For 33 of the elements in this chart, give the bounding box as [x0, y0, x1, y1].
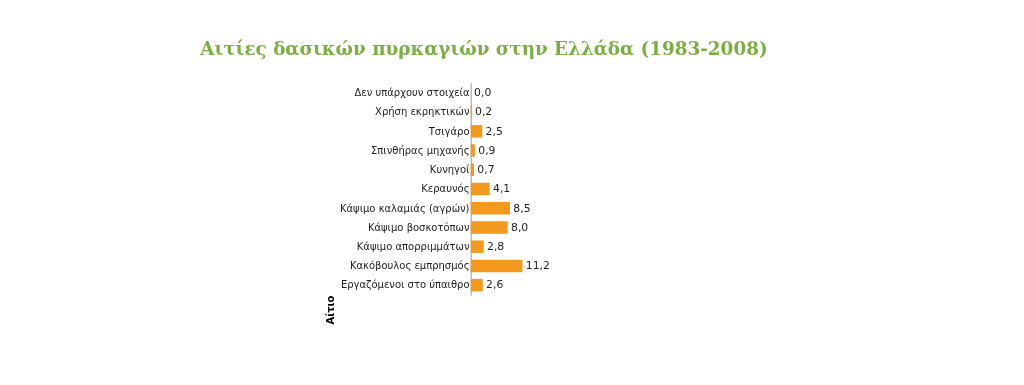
- data-label: 2,6: [486, 278, 504, 292]
- y-tick-label: Σπινθήρας μηχανής: [371, 144, 470, 156]
- bar: [470, 182, 490, 196]
- y-axis-title: Αίτιο: [324, 295, 336, 325]
- data-label: 8,0: [510, 220, 529, 234]
- y-tick-label: Τσιγάρο: [427, 125, 470, 137]
- y-tick-label: Κεραυνός: [421, 183, 470, 195]
- data-label: 0,2: [475, 105, 493, 119]
- y-tick-label: Δεν υπάρχουν στοιχεία: [354, 87, 470, 99]
- chart-title: Αιτίες δασικών πυρκαγιών στην Ελλάδα (1983-2008): [199, 38, 768, 60]
- y-tick-label: Κάψιμο καλαμιάς (αγρών): [339, 202, 470, 214]
- bar: [470, 163, 474, 177]
- bar: [470, 144, 475, 157]
- data-label: 2,8: [487, 240, 505, 254]
- y-tick-label: Χρήση εκρηκτικών: [375, 106, 470, 118]
- data-label: 2,5: [485, 124, 503, 138]
- y-tick-label: Κάψιμο απορριμμάτων: [356, 241, 470, 253]
- y-tick-label: Κάψιμο βοσκοτόπων: [367, 221, 470, 233]
- data-label: 8,5: [513, 201, 531, 215]
- data-label: 0,9: [478, 143, 496, 157]
- y-tick-label: Κυνηγοί: [429, 164, 471, 176]
- data-label: 4,1: [493, 182, 511, 196]
- bar: [470, 278, 483, 292]
- bar: [470, 201, 510, 215]
- bar: [470, 125, 483, 138]
- y-tick-label: Κακόβουλος εμπρησμός: [349, 260, 470, 272]
- data-label: 0,0: [474, 86, 492, 100]
- bar: [470, 259, 523, 273]
- bar: [470, 221, 508, 234]
- bar: [470, 240, 484, 253]
- data-label: 11,2: [525, 259, 550, 273]
- y-tick-label: Εργαζόμενοι στο ύπαιθρο: [340, 279, 470, 291]
- data-label: 0,7: [477, 163, 495, 177]
